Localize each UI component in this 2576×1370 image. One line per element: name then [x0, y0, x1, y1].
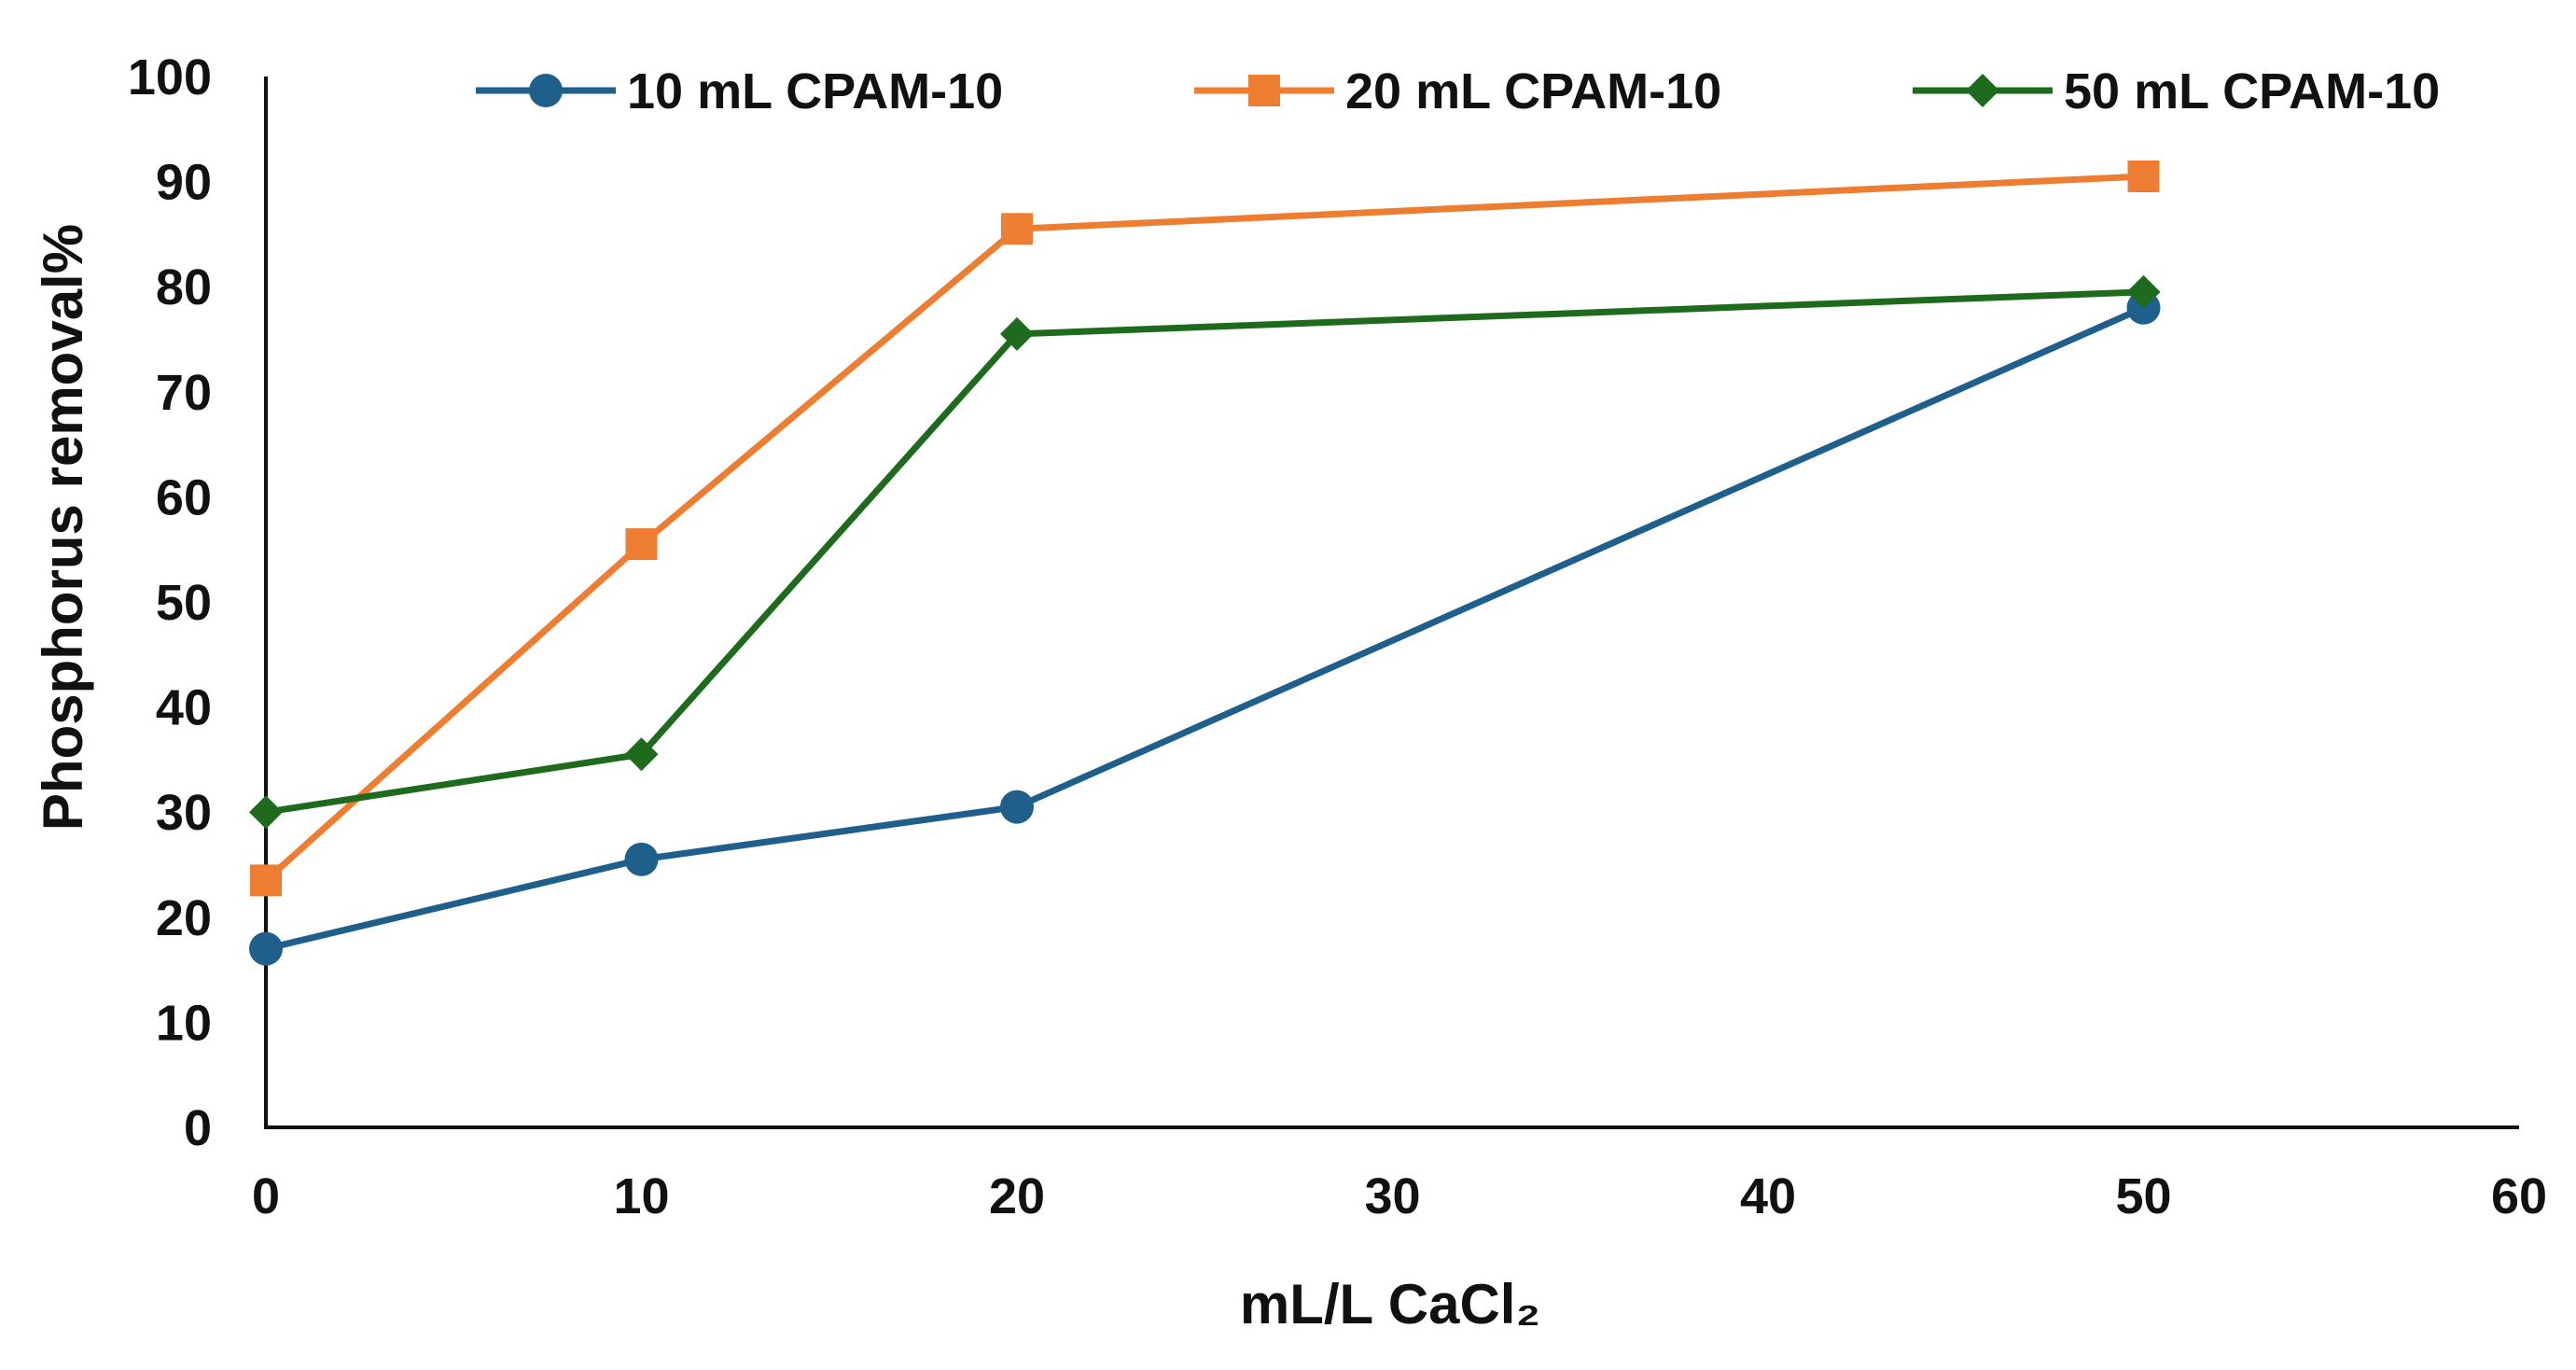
x-tick-label: 40 — [1740, 1168, 1796, 1224]
data-point-marker — [624, 842, 659, 876]
x-tick-labels: 0 10 20 30 40 50 60 — [252, 1168, 2547, 1224]
axes — [264, 77, 2519, 1129]
data-point-marker — [249, 795, 283, 830]
legend-entry: 20 mL CPAM-10 — [1194, 63, 1721, 119]
x-axis-title: mL/L CaCl₂ — [1240, 1273, 1540, 1335]
data-point-marker — [2127, 160, 2160, 192]
series-3 — [249, 274, 2161, 830]
data-point-marker — [1000, 790, 1034, 824]
x-tick-label: 10 — [613, 1168, 669, 1224]
legend-label: 10 mL CPAM-10 — [627, 63, 1003, 119]
series-line — [265, 288, 2144, 816]
series-2 — [250, 160, 2160, 897]
y-tick-label: 100 — [128, 49, 212, 105]
data-point-marker — [625, 528, 658, 561]
legend-swatch-marker — [1248, 75, 1280, 106]
data-point-marker — [249, 931, 283, 966]
legend-label: 20 mL CPAM-10 — [1345, 63, 1721, 119]
legend-swatch-marker — [529, 74, 563, 107]
x-tick-label: 50 — [2115, 1168, 2171, 1224]
y-tick-label: 80 — [156, 259, 212, 315]
legend: 10 mL CPAM-10 20 mL CPAM-10 50 mL CPAM-10 — [476, 63, 2440, 119]
legend-label: 50 mL CPAM-10 — [2064, 63, 2440, 119]
y-tick-label: 60 — [156, 469, 212, 525]
y-tick-labels: 0 10 20 30 40 50 60 70 80 90 100 — [128, 49, 212, 1156]
legend-entry: 50 mL CPAM-10 — [1913, 63, 2440, 119]
data-point-marker — [1000, 316, 1034, 351]
series-line — [265, 304, 2145, 952]
series-line — [263, 173, 2144, 883]
x-tick-label: 20 — [989, 1168, 1045, 1224]
y-tick-label: 90 — [156, 155, 212, 211]
y-tick-label: 40 — [156, 680, 212, 736]
data-point-marker — [250, 864, 282, 897]
data-point-marker — [2126, 274, 2161, 309]
x-tick-label: 60 — [2491, 1168, 2547, 1224]
series-1 — [249, 290, 2161, 966]
y-tick-label: 70 — [156, 365, 212, 421]
x-tick-label: 30 — [1364, 1168, 1420, 1224]
y-axis-title: Phosphorus removal% — [32, 224, 94, 831]
y-tick-label: 20 — [156, 890, 212, 946]
y-tick-label: 30 — [156, 785, 212, 841]
x-tick-label: 0 — [252, 1168, 280, 1224]
legend-entry: 10 mL CPAM-10 — [476, 63, 1003, 119]
legend-swatch-marker — [1966, 74, 1999, 107]
y-tick-label: 0 — [184, 1100, 212, 1156]
y-tick-label: 50 — [156, 575, 212, 631]
data-point-marker — [624, 737, 659, 772]
series-lines — [249, 160, 2161, 966]
y-tick-label: 10 — [156, 995, 212, 1051]
data-point-marker — [1001, 213, 1033, 245]
